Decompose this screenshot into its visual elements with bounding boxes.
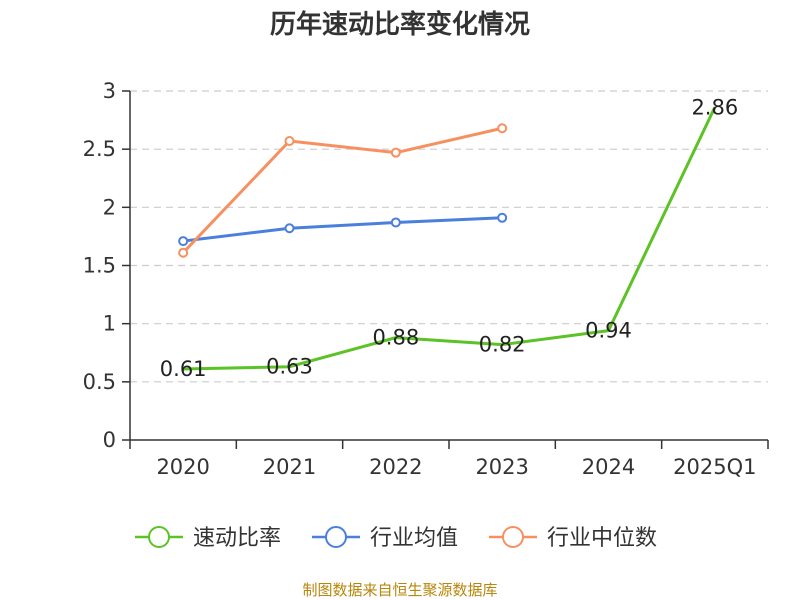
x-tick-label: 2023 [475,455,528,479]
series-2-line [182,126,503,254]
legend-label: 行业均值 [370,526,458,551]
x-tick-label: 2025Q1 [673,455,756,479]
y-tick-label: 2.5 [83,137,116,161]
series-1-line [182,216,503,243]
data-labels: 0.61 0.63 0.88 0.82 0.94 2.86 [160,95,738,381]
series-1-point[interactable] [497,212,508,223]
legend-item-2[interactable]: 行业中位数 [489,526,657,551]
data-label: 2.86 [691,95,738,119]
series-1-point[interactable] [390,217,401,228]
legend[interactable]: 速动比率 行业均值 行业中位数 [135,526,657,551]
y-tick-label: 3 [103,79,116,103]
series-2-point[interactable] [284,136,295,147]
data-label: 0.61 [160,357,207,381]
legend-label: 行业中位数 [547,526,657,551]
y-tick-label: 1 [103,312,116,336]
legend-swatch-marker [148,526,170,548]
data-label: 0.63 [266,355,313,379]
legend-item-1[interactable]: 行业均值 [312,526,458,551]
x-tick-label: 2020 [156,455,209,479]
y-tick-label: 0 [103,428,116,452]
y-tick-label: 0.5 [83,370,116,394]
y-tick-label: 2 [103,195,116,219]
legend-label: 速动比率 [193,526,281,551]
x-tick-label: 2022 [369,455,422,479]
series-2-point[interactable] [178,247,189,258]
y-tick-label: 1.5 [83,254,116,278]
data-label: 0.88 [372,326,419,350]
data-label: 0.94 [585,319,632,343]
series-2-point[interactable] [390,147,401,158]
series-0-line [183,106,717,371]
data-label: 0.82 [479,333,526,357]
legend-swatch-marker [502,526,524,548]
x-tick-label: 2024 [582,455,635,479]
series-2-point[interactable] [497,123,508,134]
source-note: 制图数据来自恒生聚源数据库 [302,581,497,599]
grid-lines [130,90,768,383]
series-1-point[interactable] [284,223,295,234]
series-1-point[interactable] [178,236,189,247]
legend-item-0[interactable]: 速动比率 [135,526,281,551]
series-group [178,106,717,371]
chart-title: 历年速动比率变化情况 [270,9,530,40]
x-tick-label: 2021 [263,455,316,479]
axes: 0 0.5 1 1.5 2 2.5 3 2020 2021 2022 2023 2024 2025Q1 [83,79,769,479]
legend-swatch-marker [325,526,347,548]
